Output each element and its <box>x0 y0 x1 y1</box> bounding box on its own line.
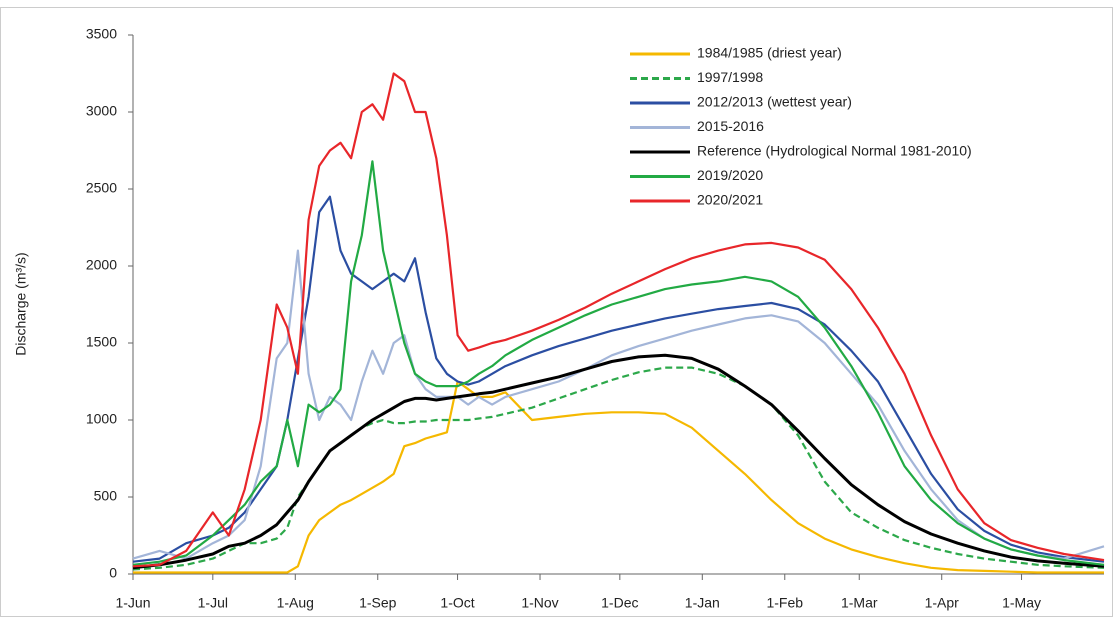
x-tick-label: 1-Jan <box>685 595 720 611</box>
series-line <box>132 160 1105 566</box>
series-line <box>132 195 1105 563</box>
y-tick-label: 500 <box>94 488 118 504</box>
legend-label: 1984/1985 (driest year) <box>697 45 842 61</box>
frame <box>0 7 1113 617</box>
y-tick-label: 1000 <box>86 411 117 427</box>
series-line <box>132 72 1105 568</box>
legend-label: 1997/1998 <box>697 69 763 85</box>
x-tick-label: 1-Apr <box>925 595 960 611</box>
y-tick-label: 2500 <box>86 180 117 196</box>
legend-label: 2020/2021 <box>697 192 763 208</box>
x-tick-label: 1-Dec <box>601 595 638 611</box>
y-tick-label: 1500 <box>86 334 117 350</box>
x-tick-label: 1-May <box>1002 595 1041 611</box>
x-tick-label: 1-Jul <box>198 595 228 611</box>
series-line <box>133 380 1104 574</box>
x-tick-label: 1-Feb <box>766 595 803 611</box>
y-tick-label: 0 <box>109 565 117 581</box>
legend-label: 2019/2020 <box>697 167 763 183</box>
y-axis-title: Discharge (m³/s) <box>13 252 29 355</box>
x-tick-label: 1-Oct <box>440 595 474 611</box>
series-line <box>132 353 1105 570</box>
x-tick-label: 1-Aug <box>277 595 314 611</box>
y-tick-label: 2000 <box>86 257 117 273</box>
series-line <box>132 366 1105 571</box>
x-tick-label: 1-Sep <box>359 595 397 611</box>
x-tick-label: 1-Jun <box>115 595 150 611</box>
legend-label: 2012/2013 (wettest year) <box>697 94 852 110</box>
y-tick-label: 3500 <box>86 26 117 42</box>
x-tick-label: 1-Mar <box>841 595 878 611</box>
series-line <box>132 249 1105 560</box>
y-tick-label: 3000 <box>86 103 117 119</box>
legend-label: Reference (Hydrological Normal 1981-2010… <box>697 143 972 159</box>
x-tick-label: 1-Nov <box>521 595 558 611</box>
legend-label: 2015-2016 <box>697 118 764 134</box>
